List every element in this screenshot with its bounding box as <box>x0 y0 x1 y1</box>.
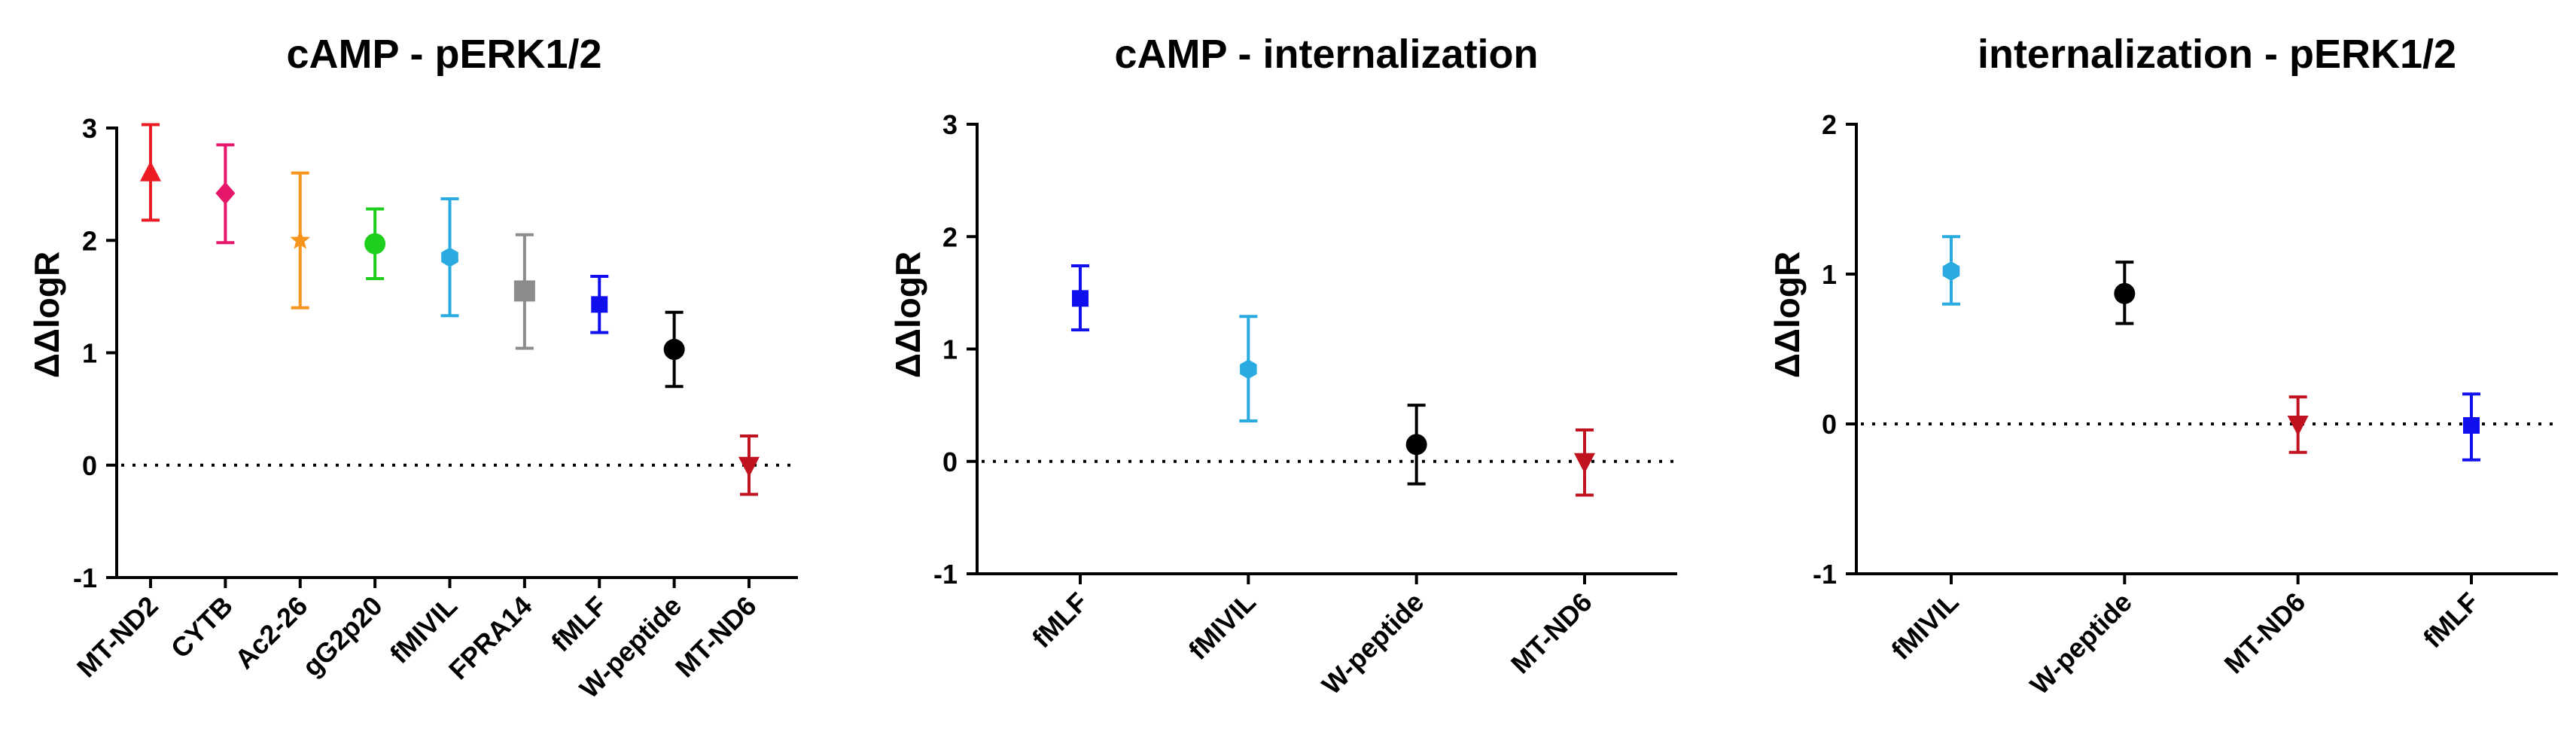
y-tick-label: -1 <box>73 562 97 593</box>
y-tick-label: 1 <box>82 338 97 369</box>
panel-title: cAMP - pERK1/2 <box>286 32 601 77</box>
data-point-marker <box>663 339 685 361</box>
y-tick-label: 0 <box>1822 409 1837 440</box>
data-point-marker <box>738 456 760 477</box>
data-point-marker <box>1240 359 1257 380</box>
panel-camp-internalization: cAMP - internalization ΔΔlogR -1 0 1 2 3 fMLF… <box>888 32 1677 700</box>
data-point-marker <box>513 280 535 302</box>
data-point-marker <box>2463 416 2480 434</box>
x-category-label: CYTB <box>165 590 239 664</box>
x-category-label: W-peptide <box>2023 587 2137 700</box>
x-category-label: MT-ND6 <box>2218 587 2312 680</box>
x-category-label: fMLF <box>545 590 613 658</box>
data-point-marker <box>2287 416 2309 436</box>
y-tick-label: 2 <box>1822 109 1837 140</box>
x-category-label: MT-ND6 <box>669 590 763 684</box>
y-tick-label: -1 <box>933 559 958 590</box>
x-category-label: gG2p20 <box>296 590 388 682</box>
data-point-marker <box>364 233 386 255</box>
x-category-label: W-peptide <box>1316 587 1430 700</box>
data-point-marker <box>1405 434 1427 456</box>
data-point-marker <box>441 247 458 267</box>
y-tick-label: 2 <box>82 225 97 256</box>
y-tick-label: 1 <box>942 334 958 365</box>
y-tick-label: 2 <box>942 221 958 252</box>
data-point-marker <box>215 181 236 205</box>
y-axis-label: ΔΔlogR <box>27 251 66 378</box>
y-axis-label: ΔΔlogR <box>888 251 927 378</box>
x-category-label: FPRA14 <box>443 590 538 686</box>
x-category-label: fMIVIL <box>1885 587 1964 666</box>
y-tick-label: 3 <box>82 113 97 144</box>
y-tick-label: -1 <box>1813 559 1837 590</box>
x-category-label: MT-ND6 <box>1505 587 1598 680</box>
x-category-label: MT-ND2 <box>71 590 164 684</box>
x-category-label: fMIVIL <box>1183 587 1262 666</box>
data-point-marker <box>1574 453 1595 474</box>
x-category-label: fMLF <box>1026 587 1094 654</box>
data-point-marker <box>290 230 311 249</box>
data-point-marker <box>1072 290 1089 307</box>
y-tick-label: 1 <box>1822 259 1837 290</box>
y-tick-label: 0 <box>82 450 97 481</box>
data-point-marker <box>1942 261 1960 281</box>
panel-title: internalization - pERK1/2 <box>1978 32 2456 77</box>
panel-title: cAMP - internalization <box>1114 32 1538 77</box>
data-point-marker <box>2114 282 2136 304</box>
data-point-marker <box>591 296 608 313</box>
data-point-marker <box>140 160 161 181</box>
y-tick-label: 3 <box>942 109 958 140</box>
panel-internalization-perk: internalization - pERK1/2 ΔΔlogR -1 0 1 2 fM… <box>1768 32 2558 700</box>
x-category-label: fMLF <box>2417 587 2485 654</box>
y-tick-label: 0 <box>942 447 958 477</box>
y-axis-label: ΔΔlogR <box>1768 251 1807 378</box>
